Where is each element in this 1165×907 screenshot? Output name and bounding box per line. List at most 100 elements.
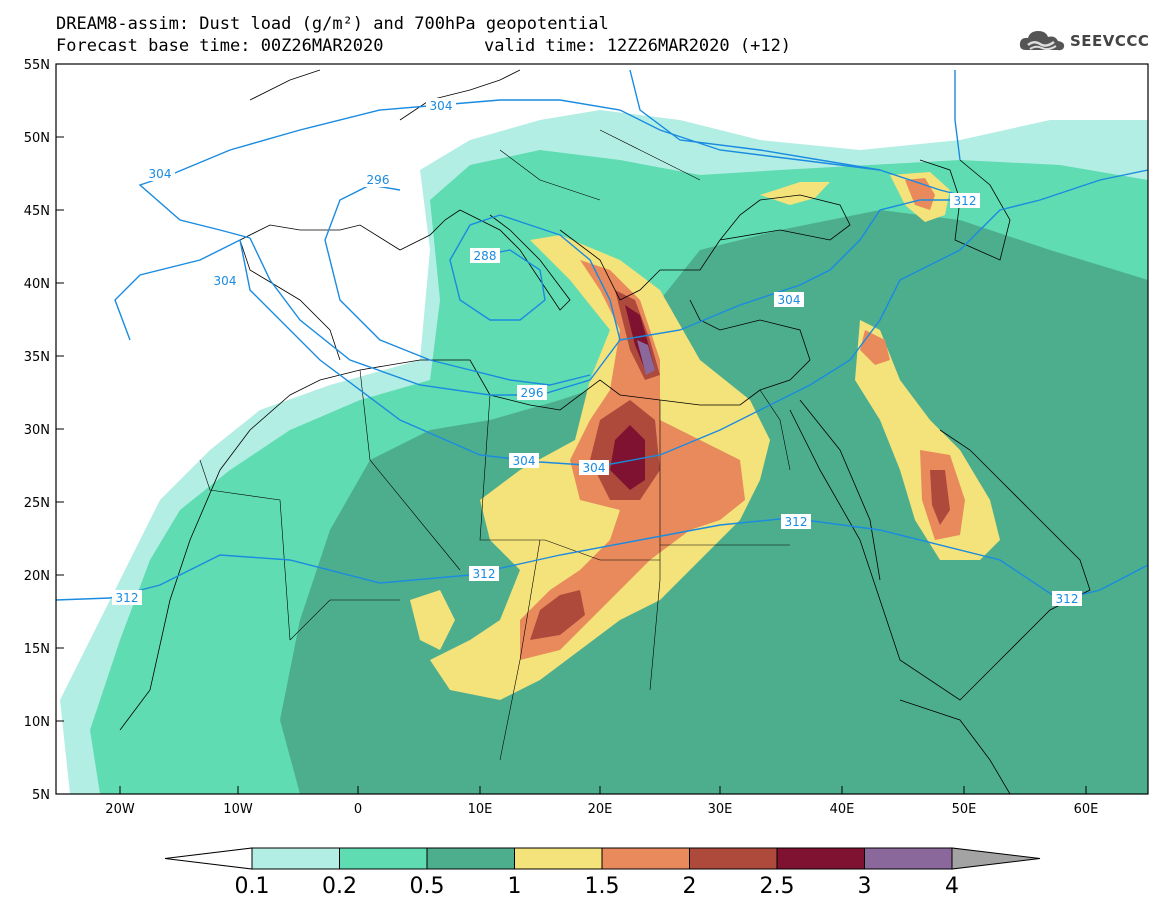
colorbar-swatch [689, 847, 778, 870]
colorbar-label: 2.5 [760, 874, 795, 899]
lon-label: 10W [223, 802, 253, 817]
dust-band-3-0 [637, 340, 655, 375]
colorbar-swatch [426, 847, 515, 870]
colorbar-swatch [864, 847, 953, 870]
map-plot-area [56, 64, 1148, 794]
colorbar-label: 1.5 [585, 874, 620, 899]
isoline-label: 288 [470, 248, 500, 263]
isoline-label-bg [363, 172, 393, 187]
isoline-label: 304 [426, 98, 456, 113]
isoline-label: 312 [112, 590, 142, 605]
lat-label: 45N [24, 204, 50, 219]
isoline-label-bg [781, 514, 811, 529]
isoline-label-text: 312 [954, 194, 977, 208]
lon-label: 20W [105, 802, 135, 817]
isoline-label: 304 [145, 166, 175, 181]
colorbar-label: 1 [508, 874, 522, 899]
lat-label: 40N [24, 277, 50, 292]
isoline-label: 304 [210, 273, 240, 288]
logo-text: SEEVCCC [1070, 32, 1150, 50]
isoline-label: 304 [774, 292, 804, 307]
lon-label: 40E [830, 802, 855, 817]
map-frame [55, 63, 1149, 795]
country-borders [199, 129, 791, 761]
isoline-label-text: 296 [521, 386, 544, 400]
isoline-label-bg [950, 193, 980, 208]
isoline-label-text: 304 [149, 167, 172, 181]
colorbar-swatch [339, 847, 428, 870]
isoline-label: 304 [579, 460, 609, 475]
isoline-label: 312 [781, 514, 811, 529]
colorbar-label: 0.5 [410, 874, 445, 899]
colorbar-swatch [514, 847, 603, 870]
colorbar-under-triangle [164, 847, 253, 870]
isoline-label-text: 312 [785, 515, 808, 529]
colorbar-label: 0.2 [322, 874, 357, 899]
isoline-label-bg [112, 590, 142, 605]
graticule [56, 136, 1087, 794]
isoline-label-bg [469, 566, 499, 581]
lat-label: 30N [24, 423, 50, 438]
isoline-label: 296 [363, 172, 393, 187]
latitude-axis: 55N 50N 45N 40N 35N 30N 25N 20N 15N 10N … [24, 58, 50, 803]
lat-label: 35N [24, 350, 50, 365]
lat-label: 5N [32, 788, 50, 803]
colorbar-swatch [601, 847, 690, 870]
isoline-label-text: 304 [583, 461, 606, 475]
lat-label: 20N [24, 569, 50, 584]
isoline-label: 312 [1052, 591, 1082, 606]
forecast-base-time: Forecast base time: 00Z26MAR2020 [56, 36, 384, 56]
colorbar-label: 2 [683, 874, 697, 899]
lon-label: 50E [952, 802, 977, 817]
colorbar: 0.1 0.2 0.5 1 1.5 2 2.5 3 4 [164, 847, 1041, 899]
colorbar-swatch [251, 847, 340, 870]
lon-label: 10E [468, 802, 493, 817]
isoline-label-bg [210, 273, 240, 288]
lon-label: 30E [708, 802, 733, 817]
isoline-label-text: 312 [116, 591, 139, 605]
isoline-label-text: 304 [513, 454, 536, 468]
isoline-label-bg [145, 166, 175, 181]
isoline-label-text: 312 [1056, 592, 1079, 606]
isoline-label: 296 [517, 385, 547, 400]
dust-band-2-5 [610, 425, 645, 490]
isoline-label: 312 [469, 566, 499, 581]
isoline-label-text: 296 [367, 173, 390, 187]
lon-label: 0 [354, 802, 362, 817]
colorbar-swatch [776, 847, 865, 870]
isoline-label-bg [774, 292, 804, 307]
coastlines [119, 69, 1091, 794]
lat-label: 15N [24, 642, 50, 657]
isoline-label-bg [470, 248, 500, 263]
dust-band-1-0-west [410, 590, 455, 650]
chart-title: DREAM8-assim: Dust load (g/m²) and 700hP… [56, 14, 609, 34]
isoline-label-text: 288 [474, 249, 497, 263]
dust-band-1-0-crimea [760, 182, 830, 205]
valid-time: valid time: 12Z26MAR2020 (+12) [484, 36, 792, 56]
colorbar-label: 4 [945, 874, 959, 899]
isoline-label-text: 304 [430, 99, 453, 113]
lat-label: 50N [24, 131, 50, 146]
dust-band-2-0-d [930, 470, 950, 525]
colorbar-label: 3 [858, 874, 872, 899]
isoline-label: 312 [950, 193, 980, 208]
seevccc-logo: SEEVCCC [1018, 28, 1149, 54]
isoline-label-text: 304 [778, 293, 801, 307]
isoline-label-bg [509, 453, 539, 468]
longitude-axis: 20W 10W 0 10E 20E 30E 40E 50E 60E [105, 802, 1098, 817]
isoline-label: 304 [509, 453, 539, 468]
isoline-label-bg [517, 385, 547, 400]
isoline-label-bg [426, 98, 456, 113]
contour-labels: 304 304 296 304 288 296 304 304 304 312 312 312 312 3… [112, 98, 1082, 606]
dust-band-2-0 [530, 590, 585, 640]
geopotential-isolines [56, 69, 1148, 601]
chart-subtitle: Forecast base time: 00Z26MAR2020 valid ti… [56, 36, 791, 56]
dust-band-1-5-arabia-n [860, 330, 890, 365]
colorbar-over-triangle [951, 847, 1041, 870]
isoline-label-bg [1052, 591, 1082, 606]
isoline-label-text: 304 [214, 274, 237, 288]
cloud-logo-icon [1019, 31, 1065, 51]
lat-label: 10N [24, 715, 50, 730]
lat-label: 55N [24, 58, 50, 73]
